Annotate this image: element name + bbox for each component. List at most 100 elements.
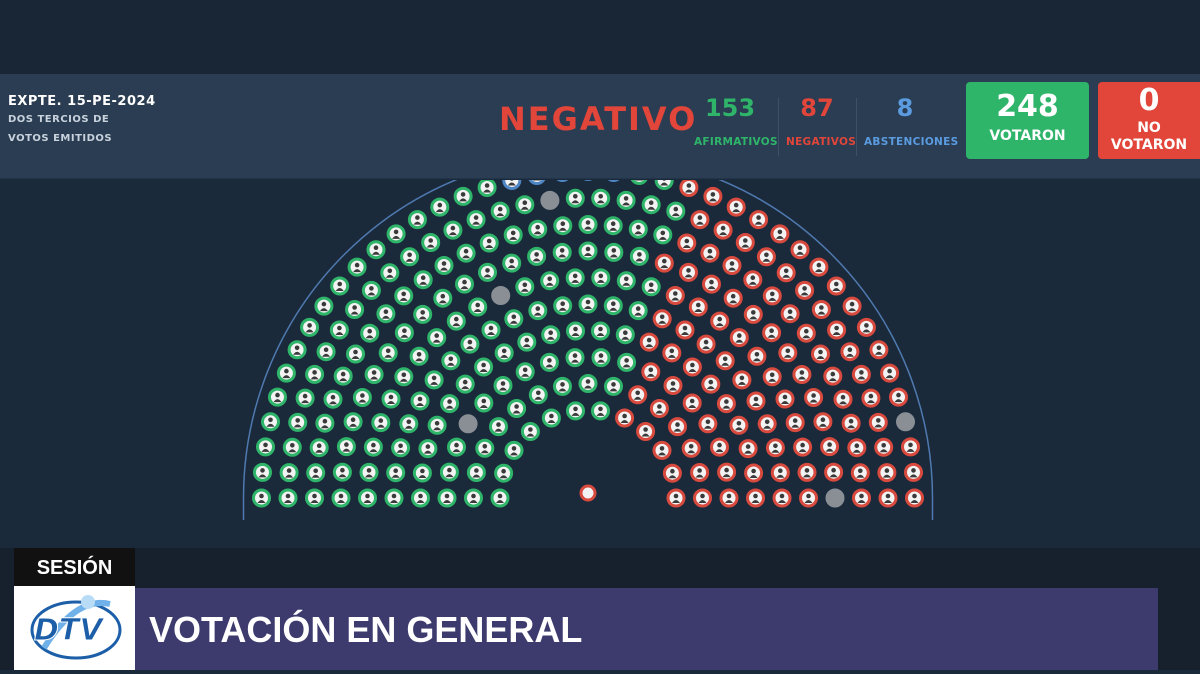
seat [287, 340, 307, 360]
seat [841, 413, 861, 433]
seat [811, 344, 830, 364]
seat [824, 462, 844, 482]
seat [578, 215, 598, 234]
seat [682, 393, 702, 413]
seat [762, 367, 782, 387]
seat [381, 389, 401, 409]
seat [799, 488, 818, 508]
seat [427, 415, 447, 435]
seat [715, 351, 735, 371]
seat [361, 280, 381, 300]
seat [279, 463, 299, 483]
abstenciones-label: ABSTENCIONES [864, 136, 959, 148]
seat [528, 301, 548, 321]
seat [565, 188, 585, 208]
seat [743, 270, 763, 290]
seat [679, 180, 699, 197]
seat [662, 463, 682, 483]
seat [796, 323, 816, 343]
seat [603, 216, 623, 236]
seat [399, 414, 419, 434]
seat [578, 374, 598, 393]
seat [464, 488, 483, 508]
seat [475, 438, 495, 458]
seat [878, 488, 898, 508]
seat [778, 343, 798, 363]
seat [305, 488, 324, 508]
seat [652, 309, 672, 329]
seat [528, 180, 546, 185]
seat [851, 364, 871, 384]
seat [565, 268, 585, 288]
seat [376, 304, 396, 324]
seat [797, 462, 817, 482]
seat [813, 412, 833, 432]
no-votaron-box: 0 NO VOTARON [1098, 82, 1200, 159]
seat [628, 385, 648, 405]
seat [702, 274, 721, 294]
seat [615, 325, 635, 345]
seat [540, 271, 560, 291]
seat [440, 394, 460, 414]
seat [641, 362, 661, 382]
seat [282, 437, 302, 457]
dtv-logo-icon: DTV [30, 595, 122, 660]
seat [539, 352, 559, 372]
majority-rule-line-1: DOS TERCIOS DE [8, 114, 110, 125]
seat [520, 422, 540, 441]
seat [333, 366, 353, 386]
seat [490, 488, 510, 508]
seat [309, 438, 329, 458]
seat [360, 323, 380, 343]
seat [331, 488, 351, 508]
seat [636, 422, 656, 441]
seat [662, 343, 682, 363]
seat [690, 210, 710, 230]
afirmativos-count: 153 [704, 94, 756, 122]
seat [455, 374, 475, 394]
seat [743, 304, 763, 324]
seat [515, 277, 535, 297]
seat [359, 462, 379, 482]
chamber-seat-map [242, 180, 934, 520]
seat [491, 286, 511, 305]
seat [490, 201, 510, 221]
seat [466, 210, 486, 230]
chamber-outline [242, 180, 934, 520]
seat [489, 417, 508, 437]
seat [757, 414, 777, 434]
seat [427, 328, 447, 348]
seat [300, 317, 320, 337]
session-tag: SESIÓN [14, 548, 135, 586]
seat [792, 365, 812, 384]
seat [762, 286, 782, 306]
seat [654, 253, 674, 273]
seat [306, 463, 326, 483]
seat [682, 357, 702, 377]
seat [346, 344, 365, 364]
seat [288, 412, 308, 432]
seat [641, 195, 661, 215]
seat [433, 288, 453, 308]
seat [441, 351, 461, 371]
seat [649, 399, 669, 418]
seat [591, 348, 611, 368]
divider [778, 98, 779, 156]
seat [552, 242, 572, 262]
seat [330, 276, 350, 296]
seat [504, 309, 524, 329]
seat [665, 286, 685, 305]
seat [437, 488, 457, 508]
seat [578, 241, 598, 261]
seat [460, 334, 480, 354]
seat [780, 304, 800, 324]
seat [453, 186, 473, 206]
seat [380, 263, 400, 283]
seat [315, 413, 335, 433]
channel-logo: DTV [14, 586, 135, 670]
seat [553, 216, 573, 236]
seat [556, 180, 569, 182]
seat [468, 297, 488, 317]
seat [447, 437, 466, 457]
seat [880, 363, 900, 383]
